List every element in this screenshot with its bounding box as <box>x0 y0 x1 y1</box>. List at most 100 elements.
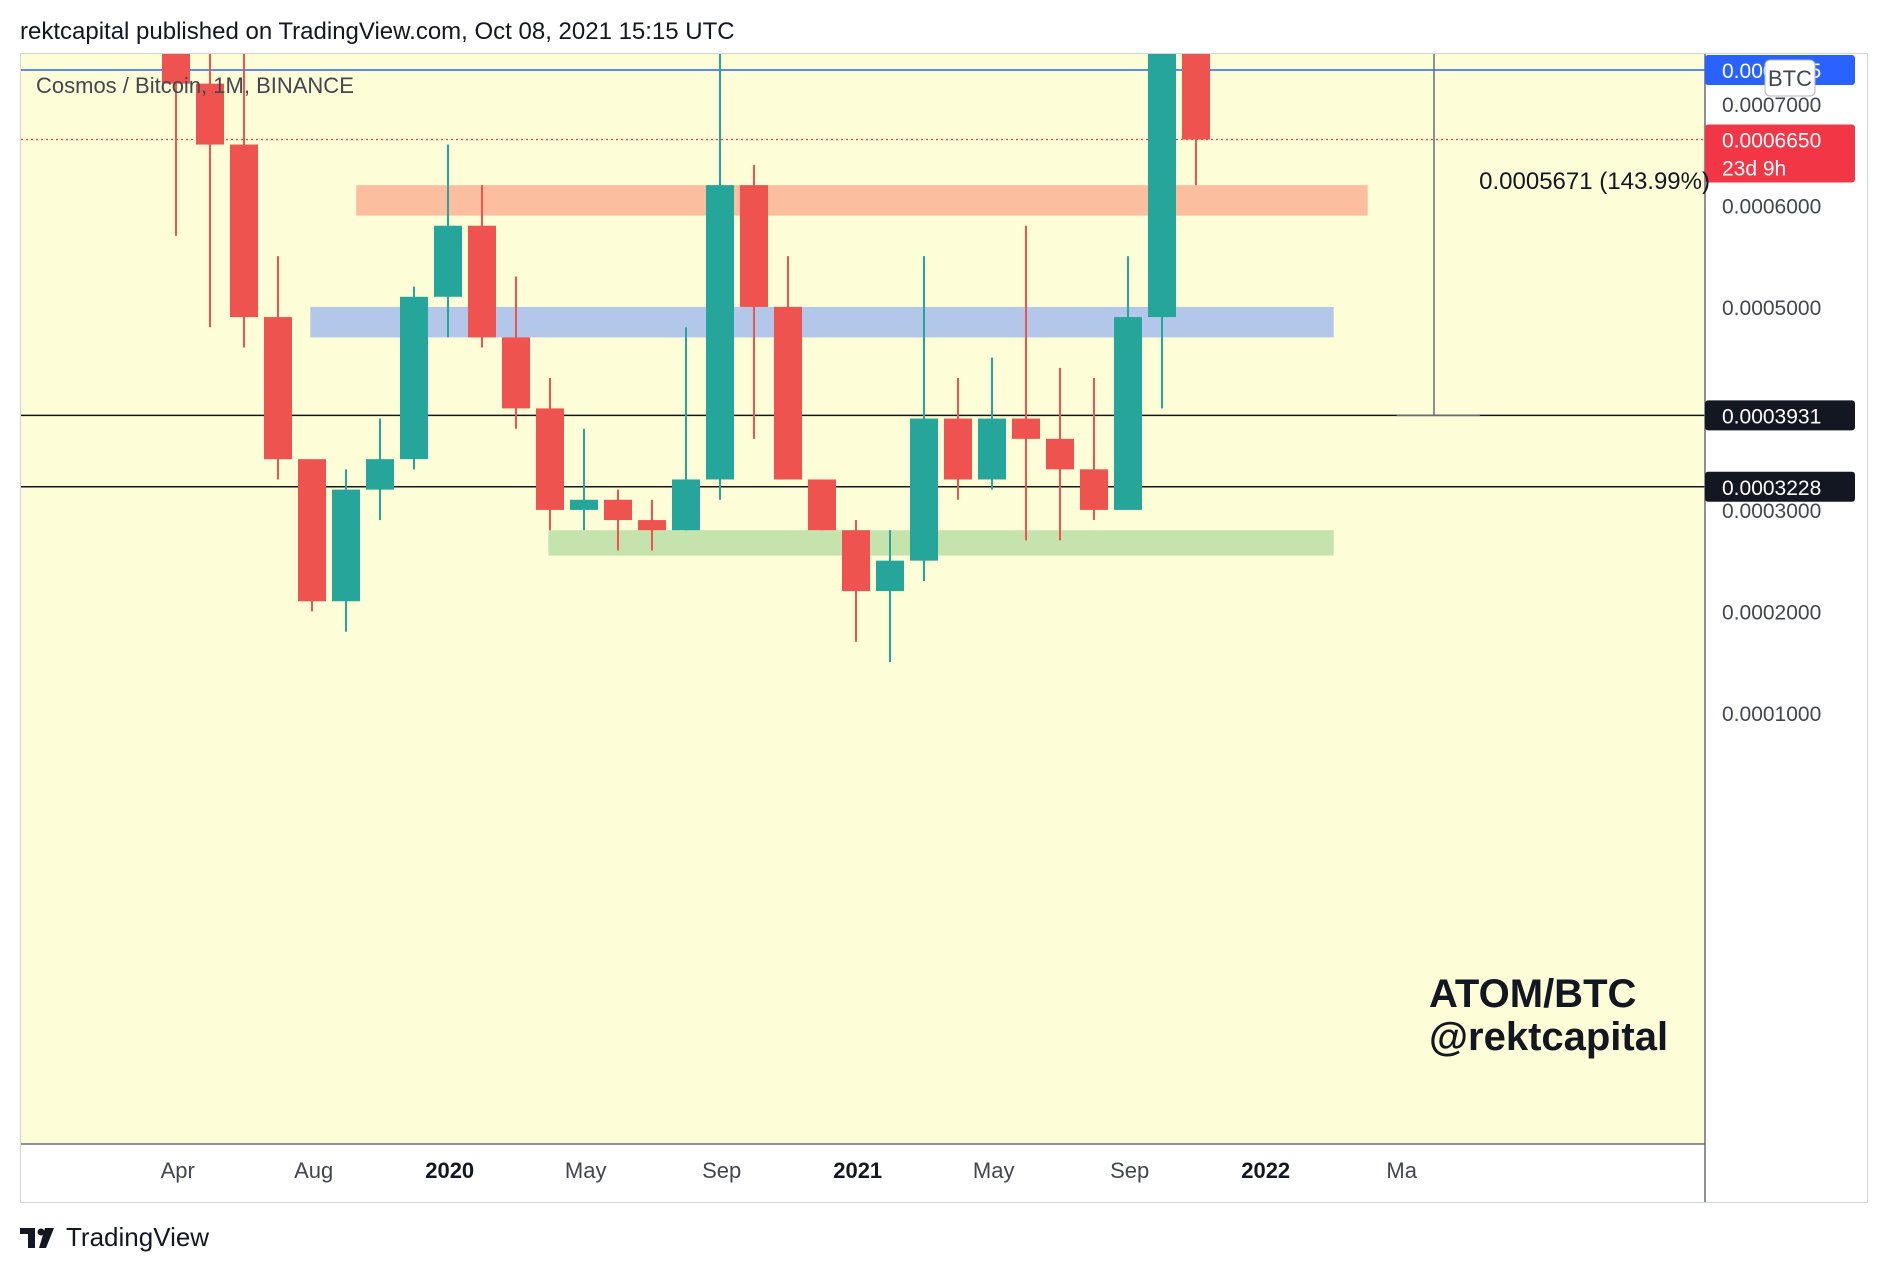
symbol-label: Cosmos / Bitcoin, 1M, BINANCE <box>36 73 354 98</box>
candle-13[interactable] <box>570 428 598 531</box>
level-price-text: 0.0003228 <box>1722 477 1821 500</box>
candlestick-chart[interactable]: 0.00110000.00100000.00090000.00080000.00… <box>21 54 1867 1202</box>
level-price-text: 0.0006650 <box>1722 129 1821 152</box>
level-countdown-text: 23d 9h <box>1722 157 1786 180</box>
candle-11[interactable] <box>502 276 530 429</box>
candle-body <box>808 479 836 531</box>
candle-7[interactable] <box>366 418 394 521</box>
y-tick-label: 0.0006000 <box>1722 195 1821 218</box>
candle-body <box>910 418 938 561</box>
y-tick-label: 0.0007000 <box>1722 94 1821 117</box>
candle-21[interactable] <box>842 520 870 642</box>
level-price-label-3[interactable]: 0.0006650 23d 9h <box>1705 124 1855 183</box>
candle-body <box>944 418 972 480</box>
candle-body <box>366 459 394 490</box>
candle-10[interactable] <box>468 185 496 348</box>
watermark-line1: ATOM/BTC <box>1429 972 1636 1016</box>
candle-body <box>672 479 700 531</box>
candle-body <box>1114 317 1142 510</box>
zone-orange[interactable] <box>356 185 1368 216</box>
candle-body <box>162 54 190 84</box>
candle-body <box>502 337 530 409</box>
y-tick-label: 0.0002000 <box>1722 601 1821 624</box>
candle-12[interactable] <box>536 377 564 531</box>
x-tick-label: May <box>565 1158 607 1183</box>
candle-24[interactable] <box>944 377 972 500</box>
candle-14[interactable] <box>604 489 632 551</box>
zone-green[interactable] <box>548 530 1334 556</box>
candle-body <box>842 530 870 592</box>
candle-30[interactable] <box>1148 54 1176 409</box>
x-tick-label: May <box>973 1158 1015 1183</box>
footer-brand-text: TradingView <box>66 1222 210 1252</box>
measure-label: 0.0005671 (143.99%) <box>1479 168 1710 195</box>
chart-frame[interactable]: 0.00110000.00100000.00090000.00080000.00… <box>20 53 1868 1203</box>
candle-body <box>536 408 564 510</box>
candle-17[interactable] <box>706 54 734 500</box>
candle-25[interactable] <box>978 357 1006 490</box>
candle-23[interactable] <box>910 256 938 581</box>
candle-body <box>876 560 904 592</box>
x-tick-label: Apr <box>161 1158 195 1183</box>
candle-body <box>706 185 734 480</box>
candle-body <box>978 418 1006 480</box>
candle-15[interactable] <box>638 499 666 551</box>
y-tick-label: 0.0001000 <box>1722 703 1821 726</box>
candle-body <box>1012 418 1040 439</box>
candle-9[interactable] <box>434 144 462 338</box>
candle-body <box>740 185 768 307</box>
x-tick-label: 2022 <box>1241 1158 1290 1183</box>
candle-body <box>1182 54 1210 140</box>
candle-body <box>230 144 258 318</box>
x-tick-label: Sep <box>702 1158 741 1183</box>
candle-4[interactable] <box>264 256 292 480</box>
candle-6[interactable] <box>332 469 360 632</box>
candle-20[interactable] <box>808 479 836 531</box>
level-price-label-5[interactable]: 0.0003228 <box>1705 471 1855 502</box>
x-tick-label: 2020 <box>425 1158 474 1183</box>
level-price-label-4[interactable]: 0.0003931 <box>1705 400 1855 431</box>
candle-1[interactable] <box>162 54 190 236</box>
candle-19[interactable] <box>774 256 802 480</box>
candle-2[interactable] <box>196 54 224 328</box>
y-tick-label: 0.0003000 <box>1722 500 1821 523</box>
currency-badge-text: BTC <box>1768 66 1812 91</box>
candle-body <box>400 296 428 460</box>
candle-body <box>604 499 632 521</box>
candle-body <box>638 520 666 531</box>
x-tick-label: Aug <box>294 1158 333 1183</box>
candle-body <box>468 225 496 338</box>
candle-8[interactable] <box>400 286 428 470</box>
candle-16[interactable] <box>672 327 700 531</box>
candle-body <box>264 317 292 460</box>
candle-26[interactable] <box>1012 225 1040 541</box>
x-tick-label: Ma <box>1386 1158 1417 1183</box>
candle-18[interactable] <box>740 164 768 439</box>
candle-3[interactable] <box>230 54 258 348</box>
candle-5[interactable] <box>298 459 326 612</box>
candle-body <box>298 459 326 602</box>
candle-body <box>1046 438 1074 470</box>
candle-31[interactable] <box>1182 54 1210 186</box>
candle-body <box>774 306 802 480</box>
candle-body <box>570 499 598 510</box>
publish-header: rektcapital published on TradingView.com… <box>20 18 735 45</box>
candle-body <box>332 489 360 602</box>
candle-body <box>196 83 224 145</box>
candle-29[interactable] <box>1114 256 1142 510</box>
candle-22[interactable] <box>876 530 904 663</box>
candle-body <box>1080 469 1108 510</box>
y-tick-label: 0.0005000 <box>1722 297 1821 320</box>
watermark-line2: @rektcapital <box>1429 1015 1668 1059</box>
zone-blue[interactable] <box>310 306 1334 338</box>
x-tick-label: 2021 <box>833 1158 882 1183</box>
currency-badge[interactable]: BTC <box>1764 59 1816 97</box>
level-price-text: 0.0003931 <box>1722 405 1821 428</box>
candle-body <box>1148 54 1176 318</box>
x-tick-label: Sep <box>1110 1158 1149 1183</box>
candle-27[interactable] <box>1046 367 1074 541</box>
footer-brand[interactable]: TradingView <box>20 1222 209 1253</box>
tradingview-logo-icon <box>20 1227 54 1248</box>
candle-28[interactable] <box>1080 377 1108 521</box>
candle-body <box>434 225 462 297</box>
